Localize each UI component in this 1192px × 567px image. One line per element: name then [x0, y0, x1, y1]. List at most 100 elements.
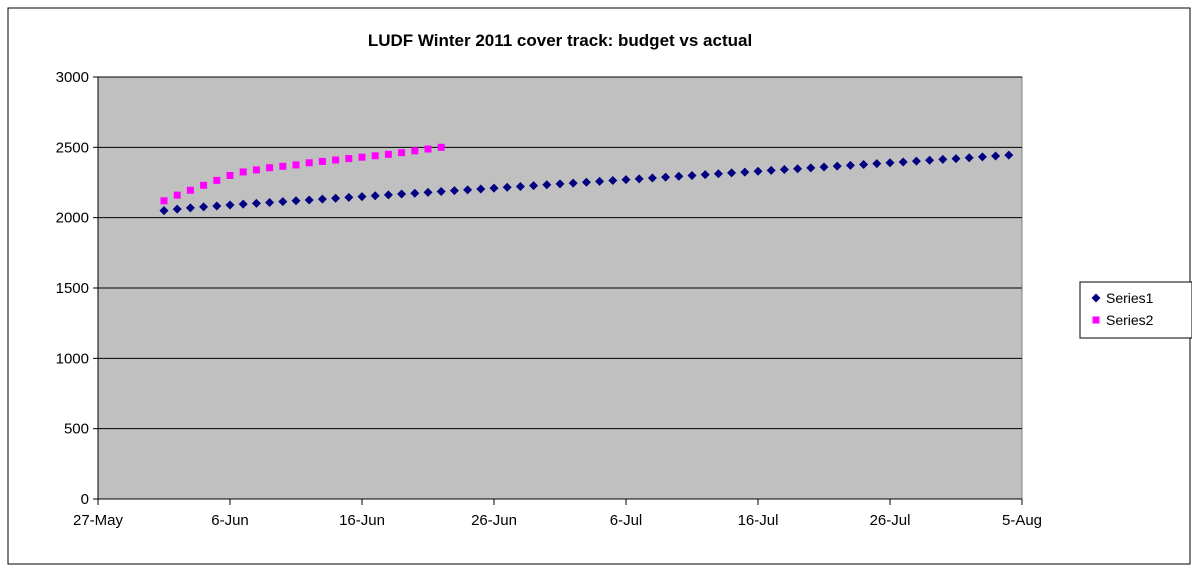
series2-point	[226, 171, 234, 179]
series1-point	[383, 190, 393, 200]
series1-point	[713, 169, 723, 179]
series2-point	[332, 156, 340, 164]
series1-point	[885, 158, 895, 168]
y-tick-label: 3000	[56, 69, 89, 86]
series1-point	[344, 192, 354, 202]
series1-point	[251, 198, 261, 208]
x-tick-label: 16-Jun	[339, 512, 385, 529]
series2-point	[292, 161, 300, 169]
series1-point	[304, 195, 314, 205]
series1-point	[502, 182, 512, 192]
series2-point	[239, 168, 247, 176]
series2-point	[318, 157, 326, 165]
series1-point	[159, 206, 169, 216]
series1-point	[212, 201, 222, 211]
series1-point	[700, 170, 710, 180]
series2-point	[266, 164, 274, 172]
x-tick-label: 5-Aug	[1002, 512, 1042, 529]
series1-point	[898, 157, 908, 167]
series1-point	[291, 196, 301, 206]
series2-point	[371, 152, 379, 160]
series1-point	[859, 159, 869, 169]
data-points	[159, 143, 1014, 216]
legend-box	[1079, 281, 1192, 339]
series1-point	[845, 160, 855, 170]
series2-point	[358, 153, 366, 161]
series1-point	[951, 154, 961, 164]
series1-point	[238, 199, 248, 209]
x-tick-label: 6-Jul	[610, 512, 643, 529]
series2-point	[398, 149, 406, 157]
legend-label-series2: Series2	[1106, 312, 1154, 328]
series1-point	[317, 194, 327, 204]
series1-point	[595, 176, 605, 186]
series2-point	[186, 186, 194, 194]
series1-point	[370, 191, 380, 201]
series2-point	[173, 191, 181, 199]
series1-point	[766, 165, 776, 175]
series1-point	[674, 171, 684, 181]
series1-point	[568, 178, 578, 188]
series1-point	[489, 183, 499, 193]
y-axis-ticks: 0 500 1000 1500 2000 2500 3000	[56, 69, 98, 508]
series1-point	[608, 176, 618, 186]
series1-point	[185, 203, 195, 213]
x-tick-label: 6-Jun	[211, 512, 249, 529]
series1-point	[410, 188, 420, 198]
y-tick-label: 2500	[56, 139, 89, 156]
series1-point	[555, 179, 565, 189]
series1-point	[463, 185, 473, 195]
series1-point	[687, 170, 697, 180]
series2-point	[200, 181, 208, 189]
x-axis-ticks: 27-May 6-Jun 16-Jun 26-Jun 6-Jul 16-Jul 26-Jul…	[73, 499, 1042, 529]
series2-point	[437, 143, 445, 151]
x-tick-label: 26-Jun	[471, 512, 517, 529]
series1-point	[727, 168, 737, 178]
series1-point	[331, 193, 341, 203]
series1-point	[938, 154, 948, 164]
legend: Series1 Series2	[1079, 281, 1192, 339]
series2-point	[305, 159, 313, 167]
series1-point	[925, 155, 935, 165]
series1-point	[753, 166, 763, 176]
series1-point	[476, 184, 486, 194]
chart-title: LUDF Winter 2011 cover track: budget vs …	[368, 31, 752, 50]
series2-point	[424, 145, 432, 153]
series1-point	[436, 187, 446, 197]
series1-point	[621, 175, 631, 185]
series1-point	[806, 163, 816, 173]
series1-point	[779, 165, 789, 175]
series1-point	[793, 164, 803, 174]
series1-point	[977, 152, 987, 162]
y-tick-label: 2000	[56, 210, 89, 227]
series2-point	[213, 176, 221, 184]
x-tick-label: 26-Jul	[870, 512, 911, 529]
legend-marker-series2	[1092, 316, 1100, 324]
series1-point	[357, 192, 367, 202]
x-tick-label: 27-May	[73, 512, 124, 529]
series1-point	[964, 153, 974, 163]
series1-point	[449, 186, 459, 196]
series1-point	[911, 156, 921, 166]
series2-point	[384, 150, 392, 158]
series2-point	[345, 155, 353, 163]
legend-label-series1: Series1	[1106, 290, 1154, 306]
series1-point	[423, 187, 433, 197]
series1-point	[278, 197, 288, 207]
series1-point	[832, 161, 842, 171]
series1-point	[819, 162, 829, 172]
legend-marker-series1	[1091, 293, 1101, 303]
series1-point	[225, 200, 235, 210]
series1-point	[515, 181, 525, 191]
series1-point	[740, 167, 750, 177]
y-tick-label: 500	[64, 421, 89, 438]
series1-point	[542, 180, 552, 190]
series1-point	[872, 159, 882, 169]
series1-point	[199, 202, 209, 212]
gridlines	[98, 76, 1022, 430]
y-tick-label: 1500	[56, 280, 89, 297]
series2-point	[252, 166, 260, 174]
series1-point	[581, 177, 591, 187]
